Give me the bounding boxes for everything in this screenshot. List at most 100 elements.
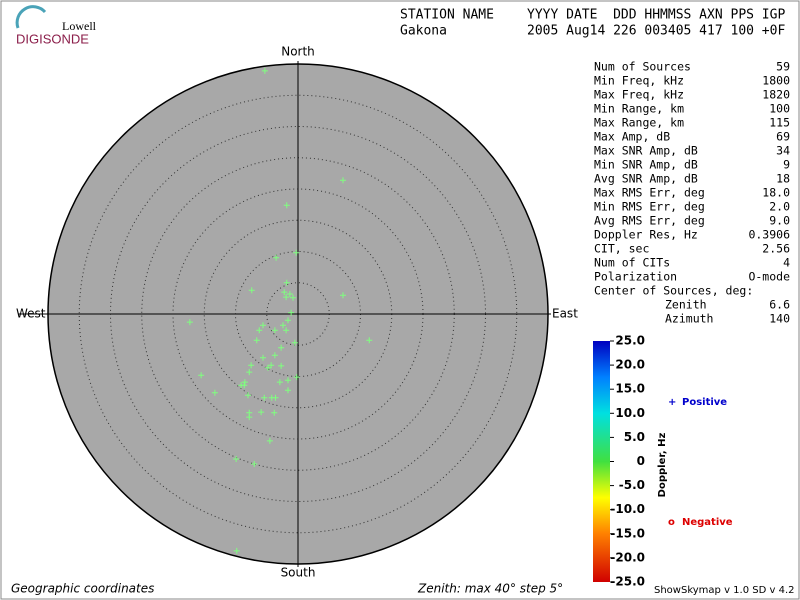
- source-point: [293, 249, 300, 256]
- info-label: Avg RMS Err, deg: [594, 214, 705, 228]
- source-point: [251, 461, 258, 467]
- source-point: [260, 322, 266, 329]
- info-label: Max Range, km: [594, 116, 684, 130]
- info-label: Num of CITs: [594, 256, 670, 270]
- colorbar-tick-label: 15.0: [615, 382, 645, 396]
- info-label: CIT, sec: [594, 242, 649, 256]
- source-point: [271, 352, 278, 359]
- info-label: Polarization: [594, 270, 677, 284]
- info-label: Min RMS Err, deg: [594, 200, 705, 214]
- info-value: 2.56: [762, 242, 790, 256]
- colorbar-tick-label: -20.0: [610, 550, 645, 564]
- info-label: Max Freq, kHz: [594, 88, 684, 102]
- header: YYYY DATE DDD HHMMSS AXN PPS IGP: [527, 8, 785, 23]
- source-point: [268, 362, 275, 369]
- source-point: [285, 317, 291, 324]
- logo-text: DIGISONDE: [16, 31, 89, 46]
- logo-arc: [15, 5, 47, 29]
- source-point: [278, 362, 285, 369]
- header: 2005 Aug14 226 003405 417 100 +0F: [527, 24, 785, 39]
- colorbar-tick-label: -5.0: [619, 478, 645, 492]
- info-label: Min Range, km: [594, 102, 684, 116]
- info-value: O-mode: [748, 270, 790, 284]
- footer: Zenith: max 40° step 5°: [417, 582, 563, 596]
- source-point: [248, 287, 255, 294]
- colorbar-tick-label: -25.0: [610, 575, 645, 589]
- colorbar-tick-label: 0: [637, 454, 645, 468]
- source-point: [340, 292, 346, 299]
- info-label: Zenith: [665, 298, 707, 312]
- source-point: [278, 344, 285, 351]
- source-point: [271, 409, 278, 416]
- source-point: [261, 67, 268, 74]
- source-point: [198, 372, 205, 379]
- source-point: [288, 309, 295, 316]
- source-point: [271, 327, 278, 334]
- info-value: 59: [776, 60, 790, 74]
- footer: ShowSkymap v 1.0 SD v 4.2: [654, 585, 794, 596]
- info-label: Min Freq, kHz: [594, 74, 684, 88]
- source-point: [211, 389, 218, 396]
- info-label: Max Amp, dB: [594, 130, 670, 144]
- info-value: 100: [769, 102, 790, 116]
- source-point: [261, 394, 268, 401]
- info-value: 9.0: [769, 214, 790, 228]
- source-point: [273, 254, 280, 261]
- logo-text: Lowell: [62, 19, 97, 33]
- info-value: 6.6: [769, 298, 790, 312]
- source-point: [285, 387, 291, 394]
- source-point: [366, 337, 373, 344]
- direction: North: [281, 45, 315, 59]
- source-point: [258, 409, 265, 416]
- info-value: 2.0: [769, 200, 790, 214]
- source-point: [291, 339, 298, 346]
- source-point: [241, 379, 248, 386]
- source-point: [276, 379, 283, 386]
- info-label: Avg SNR Amp, dB: [594, 172, 698, 186]
- header: STATION NAME: [400, 8, 494, 23]
- info-value: 69: [776, 130, 790, 144]
- source-point: [248, 362, 255, 369]
- info-label: Azimuth: [665, 312, 713, 326]
- legend-symbol: +: [668, 397, 676, 408]
- info-value: 1820: [762, 88, 790, 102]
- info-value: 140: [769, 312, 790, 326]
- colorbar: [593, 341, 610, 582]
- source-point: [245, 392, 251, 399]
- direction: West: [16, 307, 46, 321]
- info-label: Max RMS Err, deg: [594, 186, 705, 200]
- legend-symbol: o: [668, 517, 675, 528]
- legend-label: Positive: [682, 397, 727, 408]
- legend-label: Negative: [682, 517, 733, 528]
- info-value: 18: [776, 172, 790, 186]
- source-point: [260, 354, 266, 361]
- source-point: [286, 291, 293, 297]
- source-point: [293, 374, 300, 381]
- source-point: [272, 394, 279, 401]
- colorbar-label: Doppler, Hz: [657, 433, 668, 498]
- info-value: 1800: [762, 74, 790, 88]
- colorbar-tick-label: -15.0: [610, 526, 645, 540]
- source-point: [186, 319, 193, 326]
- source-point: [280, 322, 286, 329]
- info-value: 18.0: [762, 186, 790, 200]
- source-point: [283, 327, 290, 334]
- source-point: [283, 202, 290, 209]
- info-value: 115: [769, 116, 790, 130]
- colorbar-tick-label: -10.0: [610, 502, 645, 516]
- info-value: 4: [783, 256, 790, 270]
- source-point: [283, 279, 290, 286]
- colorbar-tick-label: 10.0: [615, 406, 645, 420]
- direction: East: [552, 307, 578, 321]
- source-point: [283, 294, 290, 301]
- info-value: 9: [783, 158, 790, 172]
- source-point: [241, 382, 248, 389]
- source-point: [246, 369, 253, 376]
- source-point: [233, 456, 240, 462]
- source-point: [265, 364, 271, 371]
- info-value: 0.3906: [748, 228, 790, 242]
- info-value: 34: [776, 144, 790, 158]
- source-point: [246, 414, 253, 421]
